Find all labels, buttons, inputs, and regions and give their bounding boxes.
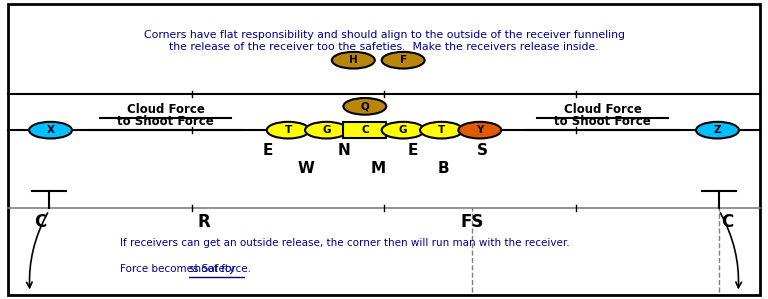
- Text: W: W: [297, 161, 314, 176]
- Text: the release of the receiver too the safeties.  Make the receivers release inside: the release of the receiver too the safe…: [169, 42, 599, 52]
- Text: to Shoot Force: to Shoot Force: [118, 115, 214, 128]
- Text: C: C: [361, 125, 369, 135]
- Text: If receivers can get an outside release, the corner then will run man with the r: If receivers can get an outside release,…: [120, 238, 569, 248]
- Text: G: G: [399, 125, 407, 135]
- Text: Corners have flat responsibility and should align to the outside of the receiver: Corners have flat responsibility and sho…: [144, 30, 624, 40]
- Circle shape: [696, 122, 739, 138]
- Text: E: E: [408, 144, 419, 158]
- Text: B: B: [438, 161, 449, 176]
- Circle shape: [305, 122, 348, 138]
- Circle shape: [382, 122, 425, 138]
- Text: C: C: [35, 213, 47, 231]
- Text: H: H: [349, 55, 358, 65]
- Text: M: M: [371, 161, 386, 176]
- Text: Cloud Force: Cloud Force: [127, 103, 204, 116]
- FancyBboxPatch shape: [8, 4, 760, 295]
- Text: Y: Y: [476, 125, 484, 135]
- Text: T: T: [438, 125, 445, 135]
- Text: Force becomes Safety: Force becomes Safety: [120, 263, 238, 274]
- Text: S: S: [477, 144, 488, 158]
- Text: F: F: [399, 55, 407, 65]
- Circle shape: [29, 122, 72, 138]
- Circle shape: [458, 122, 502, 138]
- Text: Cloud Force: Cloud Force: [564, 103, 641, 116]
- Text: to Shoot Force: to Shoot Force: [554, 115, 650, 128]
- Circle shape: [332, 52, 375, 68]
- Text: N: N: [338, 144, 350, 158]
- Circle shape: [382, 52, 425, 68]
- Text: G: G: [323, 125, 331, 135]
- Text: T: T: [285, 125, 292, 135]
- Text: Q: Q: [360, 101, 369, 111]
- Circle shape: [266, 122, 310, 138]
- Circle shape: [343, 98, 386, 115]
- Text: FS: FS: [461, 213, 484, 231]
- Text: Z: Z: [713, 125, 721, 135]
- Text: C: C: [721, 213, 733, 231]
- Circle shape: [420, 122, 463, 138]
- Text: X: X: [47, 125, 55, 135]
- FancyBboxPatch shape: [343, 122, 386, 138]
- Text: E: E: [263, 144, 273, 158]
- Text: R: R: [197, 213, 210, 231]
- Text: shoot force.: shoot force.: [189, 263, 250, 274]
